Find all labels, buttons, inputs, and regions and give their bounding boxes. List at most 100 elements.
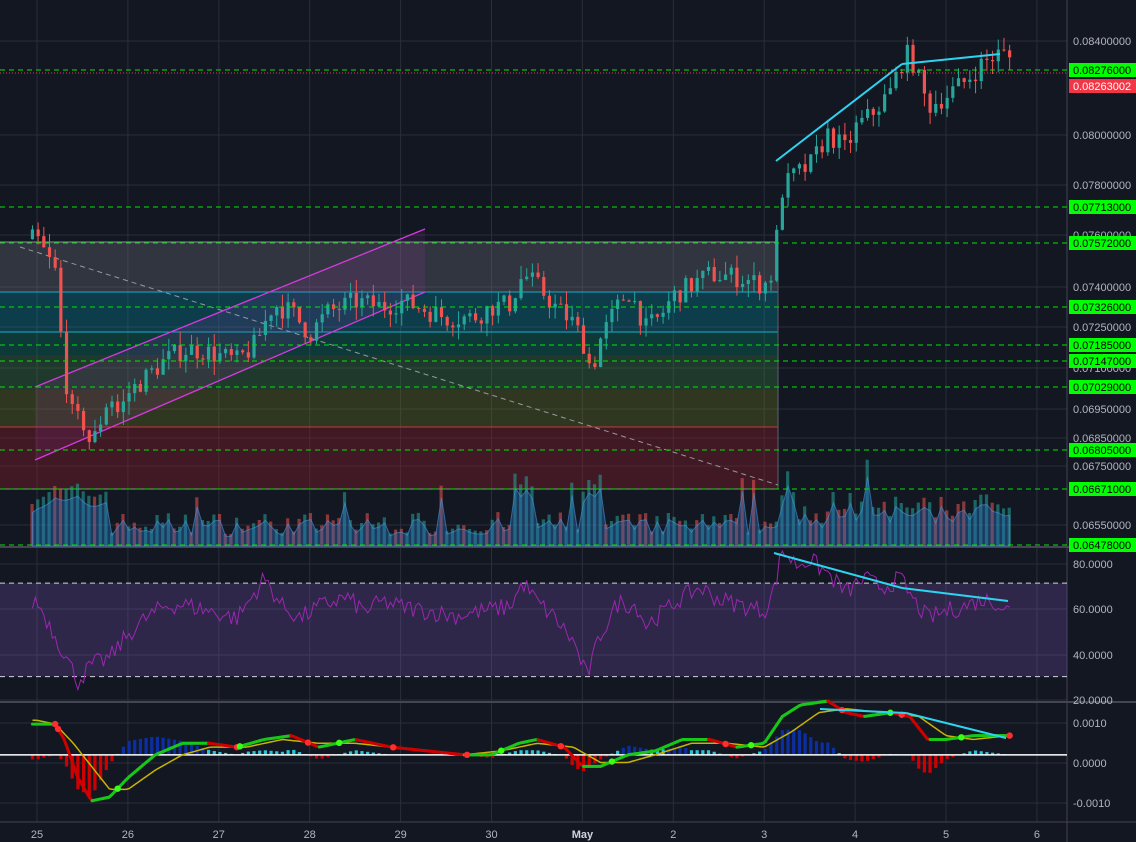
volume-bar — [286, 518, 290, 546]
volume-bar — [911, 508, 915, 546]
macd-tick-label: 0.0000 — [1073, 758, 1107, 770]
macd-divergence-line-2 — [905, 712, 1007, 739]
candle-body — [428, 311, 432, 322]
macd-histogram-bar — [201, 747, 205, 755]
macd-cross-dot — [557, 742, 565, 750]
candle-body — [491, 306, 495, 316]
macd-histogram-bar — [491, 754, 495, 758]
volume-bar — [973, 499, 977, 546]
candle-body — [519, 279, 523, 299]
macd-divergence-line-1 — [819, 708, 907, 714]
candle-body — [59, 267, 63, 332]
volume-bar — [36, 499, 40, 546]
candle-body — [917, 69, 921, 73]
candle-body — [780, 197, 784, 230]
time-axis: 25 26 27 28 29 30 May 2 3 4 5 6 — [31, 829, 1040, 841]
rsi-divergence-line-2 — [901, 587, 1009, 602]
candle-body — [479, 320, 483, 324]
macd-histogram-bar — [871, 754, 875, 760]
candle-body — [831, 128, 836, 148]
candle-body — [860, 117, 864, 123]
macd-cross-dot — [747, 741, 755, 749]
candle-body — [411, 294, 415, 309]
macd-histogram-bar — [934, 754, 938, 769]
candle-body — [996, 49, 1000, 62]
candle-body — [70, 394, 74, 404]
macd-histogram-bar — [860, 754, 864, 762]
time-tick-label: 4 — [852, 829, 858, 841]
macd-histogram-bar — [349, 751, 353, 755]
volume-bar — [456, 524, 460, 546]
macd-histogram-bar — [212, 750, 216, 755]
candle-body — [150, 368, 154, 370]
candle-body — [394, 313, 398, 315]
candle-body — [144, 369, 148, 392]
volume-bar — [774, 521, 778, 546]
macd-histogram-bar — [985, 751, 989, 755]
candle-body — [445, 317, 449, 326]
macd-histogram-bar — [263, 750, 267, 755]
volume-bar — [325, 514, 330, 546]
level-tag — [1069, 200, 1136, 214]
volume-bar — [467, 528, 472, 546]
candle-body — [189, 345, 194, 355]
candle-body — [64, 331, 69, 395]
macd-histogram-bar — [689, 750, 694, 755]
candle-body — [888, 88, 892, 95]
volume-bar — [178, 526, 182, 546]
volume-bar — [615, 515, 619, 546]
candle-body — [809, 154, 813, 172]
candle-body — [473, 313, 478, 321]
volume-bar — [922, 497, 926, 546]
candle-body — [542, 277, 546, 296]
candle-body — [258, 334, 262, 336]
macd-histogram-bar — [184, 742, 188, 755]
volume-bar — [189, 532, 193, 546]
macd-histogram-bar — [706, 750, 711, 755]
volume-bar — [683, 520, 687, 546]
macd-histogram-bar — [712, 751, 716, 755]
level-tag — [1069, 63, 1136, 77]
rising-trendline — [775, 63, 903, 162]
macd-histogram-bar — [968, 751, 972, 755]
candle-body — [167, 351, 171, 360]
time-tick-label: 26 — [122, 829, 134, 841]
volume-bar — [962, 501, 966, 546]
macd-histogram-bar — [769, 742, 773, 755]
candle-body — [939, 103, 944, 109]
candle-body — [513, 298, 517, 312]
macd-histogram-bar — [292, 749, 296, 755]
macd-histogram-bar — [536, 750, 540, 755]
candle-body — [76, 403, 80, 411]
volume-bar — [496, 512, 500, 546]
price-trendlines — [775, 53, 1001, 162]
volume-bar — [769, 523, 773, 546]
volume-bar — [365, 513, 369, 546]
macd-histogram-bar — [837, 753, 841, 755]
macd-histogram-bar — [797, 730, 802, 755]
candle-body — [366, 295, 370, 299]
candle-body — [559, 303, 563, 305]
volume-bar — [513, 473, 517, 546]
candle-body — [723, 274, 728, 280]
candle-body — [354, 292, 358, 308]
candle-body — [985, 58, 989, 61]
volume-bar — [388, 533, 392, 546]
volume-bar — [649, 531, 653, 546]
macd-histogram-bar — [627, 745, 631, 755]
volume-bar — [558, 512, 563, 546]
volume-bar — [729, 514, 733, 546]
candle-body — [792, 168, 796, 174]
candle-body — [564, 304, 569, 321]
macd-histogram-bar — [638, 747, 642, 755]
candle-body — [127, 393, 131, 402]
macd-tick-label: -0.0010 — [1073, 798, 1110, 810]
volume-bar — [405, 532, 409, 546]
macd-histogram-bar — [542, 751, 546, 755]
candle-body — [87, 430, 91, 443]
volume-bar — [121, 514, 125, 546]
volume-bar — [127, 526, 131, 546]
candle-body — [377, 301, 381, 307]
rsi-tick-label: 80.0000 — [1073, 559, 1113, 571]
